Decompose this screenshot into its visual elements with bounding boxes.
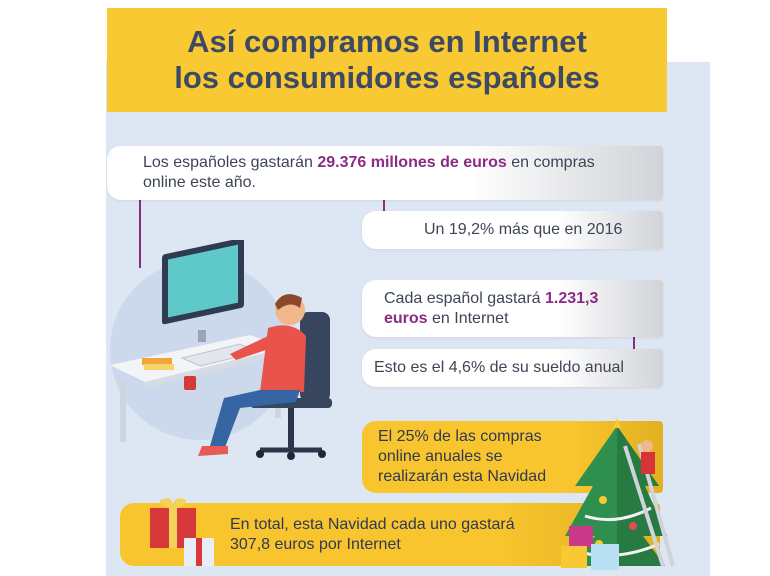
title-line-2: los consumidores españoles	[174, 60, 600, 95]
fact-christmas-line2: online anuales se	[378, 448, 503, 465]
fact-per-person-prefix: Cada español gastará	[384, 289, 545, 307]
fact-christmas-line1: El 25% de las compras	[378, 428, 542, 445]
connector-line	[139, 198, 141, 268]
connector-line	[383, 198, 385, 212]
fact-per-person-amount: 1.231,3	[545, 289, 599, 307]
desk-illustration	[110, 240, 332, 460]
fact-per-person: Cada español gastará 1.231,3 euros en In…	[362, 280, 663, 337]
title-line-1: Así compramos en Internet	[187, 24, 587, 59]
fact-total-spend: Los españoles gastarán 29.376 millones d…	[107, 146, 663, 200]
fact-christmas-line3: realizarán esta Navidad	[378, 468, 547, 485]
fact-spend-line2: online este año.	[143, 174, 256, 191]
fact-salary-share-text: Esto es el 4,6% de su sueldo anual	[374, 359, 624, 376]
fact-spend-highlight: 29.376 millones de euros	[317, 154, 507, 171]
christmas-tree-illustration	[561, 418, 675, 570]
fact-per-person-suffix: en Internet	[427, 309, 509, 327]
fact-growth: Un 19,2% más que en 2016	[362, 211, 663, 249]
fact-total-line2: 307,8 euros por Internet	[230, 535, 401, 553]
title-banner: Así compramos en Internet los consumidor…	[107, 8, 667, 112]
connector-line	[633, 337, 635, 351]
fact-per-person-unit: euros	[384, 309, 428, 327]
fact-salary-share: Esto es el 4,6% de su sueldo anual	[362, 349, 663, 387]
fact-spend-prefix: Los españoles gastarán	[143, 154, 318, 171]
fact-spend-suffix: en compras	[506, 154, 595, 171]
gift-box-icon	[150, 498, 214, 566]
fact-growth-text: Un 19,2% más que en 2016	[424, 221, 623, 238]
fact-total-line1: En total, esta Navidad cada uno gastará	[230, 515, 515, 533]
